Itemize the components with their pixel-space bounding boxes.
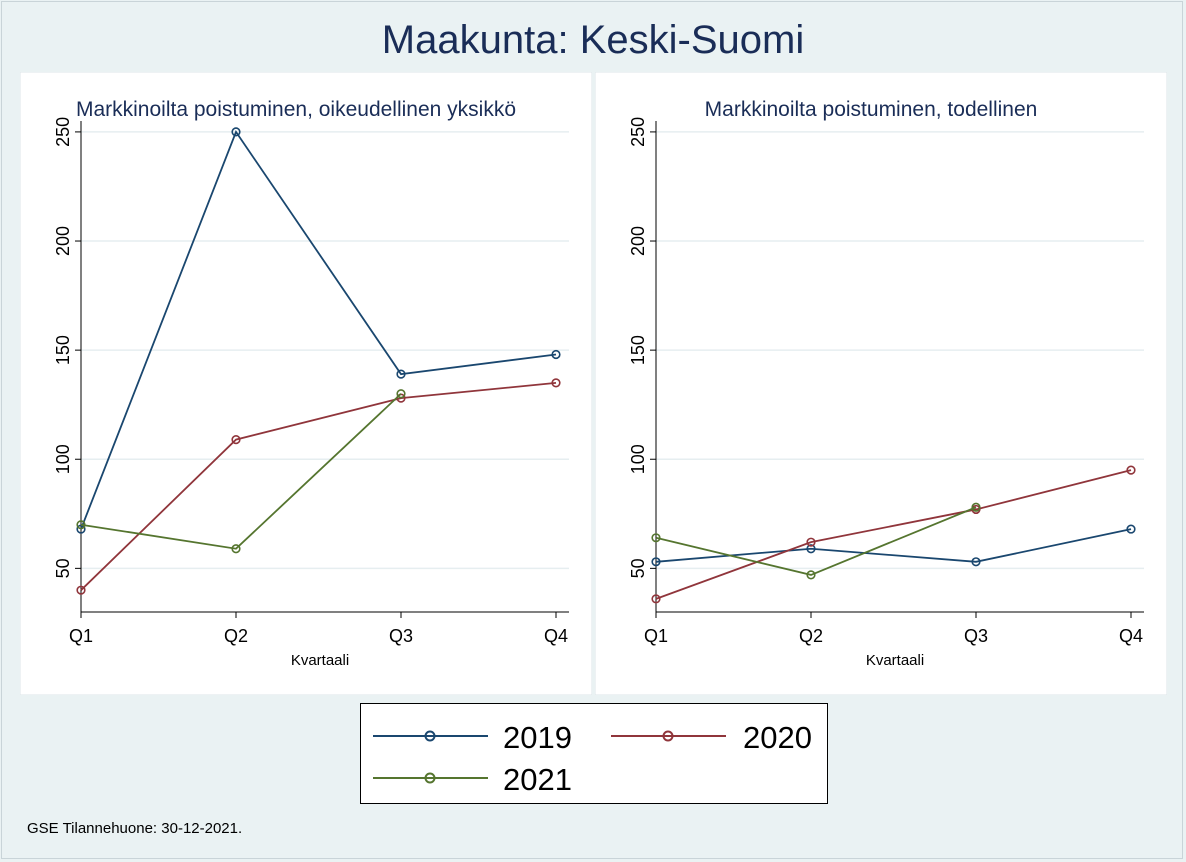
panel2-point-2019-Q4 — [1126, 524, 1136, 534]
legend-swatch-2019 — [373, 730, 488, 742]
panel1-xtick-label-Q4: Q4 — [544, 626, 568, 646]
panel2-title: Markkinoilta poistuminen, todellinen — [705, 98, 1038, 121]
panel2-xtick-label-Q1: Q1 — [644, 626, 668, 646]
panel2-series-line-2021 — [655, 506, 977, 576]
panel2-ytick-label-100: 100 — [628, 444, 648, 474]
panel1-point-2019-Q3 — [396, 369, 406, 379]
panel1-point-2020-Q2 — [231, 435, 241, 445]
panel1-ytick-label-150: 150 — [53, 335, 73, 365]
legend-item-2020: 2020 — [611, 716, 821, 756]
panel1-ytick-label-200: 200 — [53, 226, 73, 256]
legend-swatch-2021 — [373, 772, 488, 784]
panel1-ytick-label-100: 100 — [53, 444, 73, 474]
footnote: GSE Tilannehuone: 30-12-2021. — [27, 820, 243, 837]
panel2-x-axis-label: Kvartaali — [866, 652, 924, 669]
legend: 2019 2020 2021 — [360, 703, 828, 804]
panel1-xtick-label-Q3: Q3 — [389, 626, 413, 646]
panel2-point-2021-Q2 — [806, 570, 816, 580]
panel2-ytick-label-200: 200 — [628, 226, 648, 256]
panel1-point-2019-Q4 — [551, 349, 561, 360]
panel1-series-line-2019 — [80, 129, 557, 530]
legend-marker-2019 — [424, 730, 436, 742]
legend-swatch-2020 — [611, 730, 726, 742]
legend-label-2021: 2021 — [503, 762, 572, 797]
panel2-point-2020-Q1 — [651, 594, 661, 604]
panel2-series-line-2020 — [655, 469, 1132, 600]
panel1-ytick-label-50: 50 — [53, 558, 73, 578]
panel2-ytick-label-250: 250 — [628, 117, 648, 147]
panel2-xtick-label-Q4: Q4 — [1119, 626, 1143, 646]
panel2-point-2019-Q3 — [971, 557, 981, 567]
panel1-series-line-2021 — [80, 393, 402, 550]
panel1-x-axis-label: Kvartaali — [291, 652, 349, 669]
legend-marker-2021 — [424, 772, 436, 784]
panel2-point-2019-Q2 — [806, 544, 816, 554]
legend-item-2021: 2021 — [373, 758, 583, 798]
legend-item-2019: 2019 — [373, 716, 583, 756]
panel2-point-2021-Q1 — [651, 533, 661, 543]
panel2-ytick-label-150: 150 — [628, 335, 648, 365]
panel2-xtick-label-Q3: Q3 — [964, 626, 988, 646]
chart-panel-right: Markkinoilta poistuminen, todellinen 50 10… — [595, 72, 1167, 695]
panel1-point-2021-Q3 — [396, 389, 406, 399]
panel1-ytick-label-250: 250 — [53, 117, 73, 147]
panel1-point-2019-Q2 — [231, 127, 241, 137]
page-title: Maakunta: Keski-Suomi — [381, 18, 805, 62]
panel2-point-2021-Q3 — [971, 502, 981, 512]
panel1-background — [20, 72, 592, 695]
panel1-point-2020-Q1 — [76, 585, 86, 595]
panel2-ytick-label-50: 50 — [628, 558, 648, 578]
panel2-point-2019-Q1 — [651, 557, 661, 567]
panel2-point-2020-Q2 — [806, 537, 816, 547]
panel1-xtick-label-Q1: Q1 — [69, 626, 93, 646]
panel1-point-2021-Q2 — [231, 544, 241, 554]
chart-panel-left: Markkinoilta poistuminen, oikeudellinen … — [20, 72, 592, 695]
legend-label-2020: 2020 — [743, 720, 812, 755]
legend-label-2019: 2019 — [503, 720, 572, 755]
panel1-title: Markkinoilta poistuminen, oikeudellinen … — [76, 98, 516, 121]
panel1-point-2020-Q4 — [551, 378, 561, 388]
panel2-xtick-label-Q2: Q2 — [799, 626, 823, 646]
panel2-background — [595, 72, 1167, 695]
panel2-series-line-2019 — [655, 528, 1132, 563]
panel1-series-line-2020 — [80, 381, 557, 591]
panel1-point-2021-Q1 — [76, 520, 86, 530]
panel1-xtick-label-Q2: Q2 — [224, 626, 248, 646]
panel2-point-2020-Q4 — [1126, 465, 1136, 475]
legend-marker-2020 — [662, 730, 674, 742]
